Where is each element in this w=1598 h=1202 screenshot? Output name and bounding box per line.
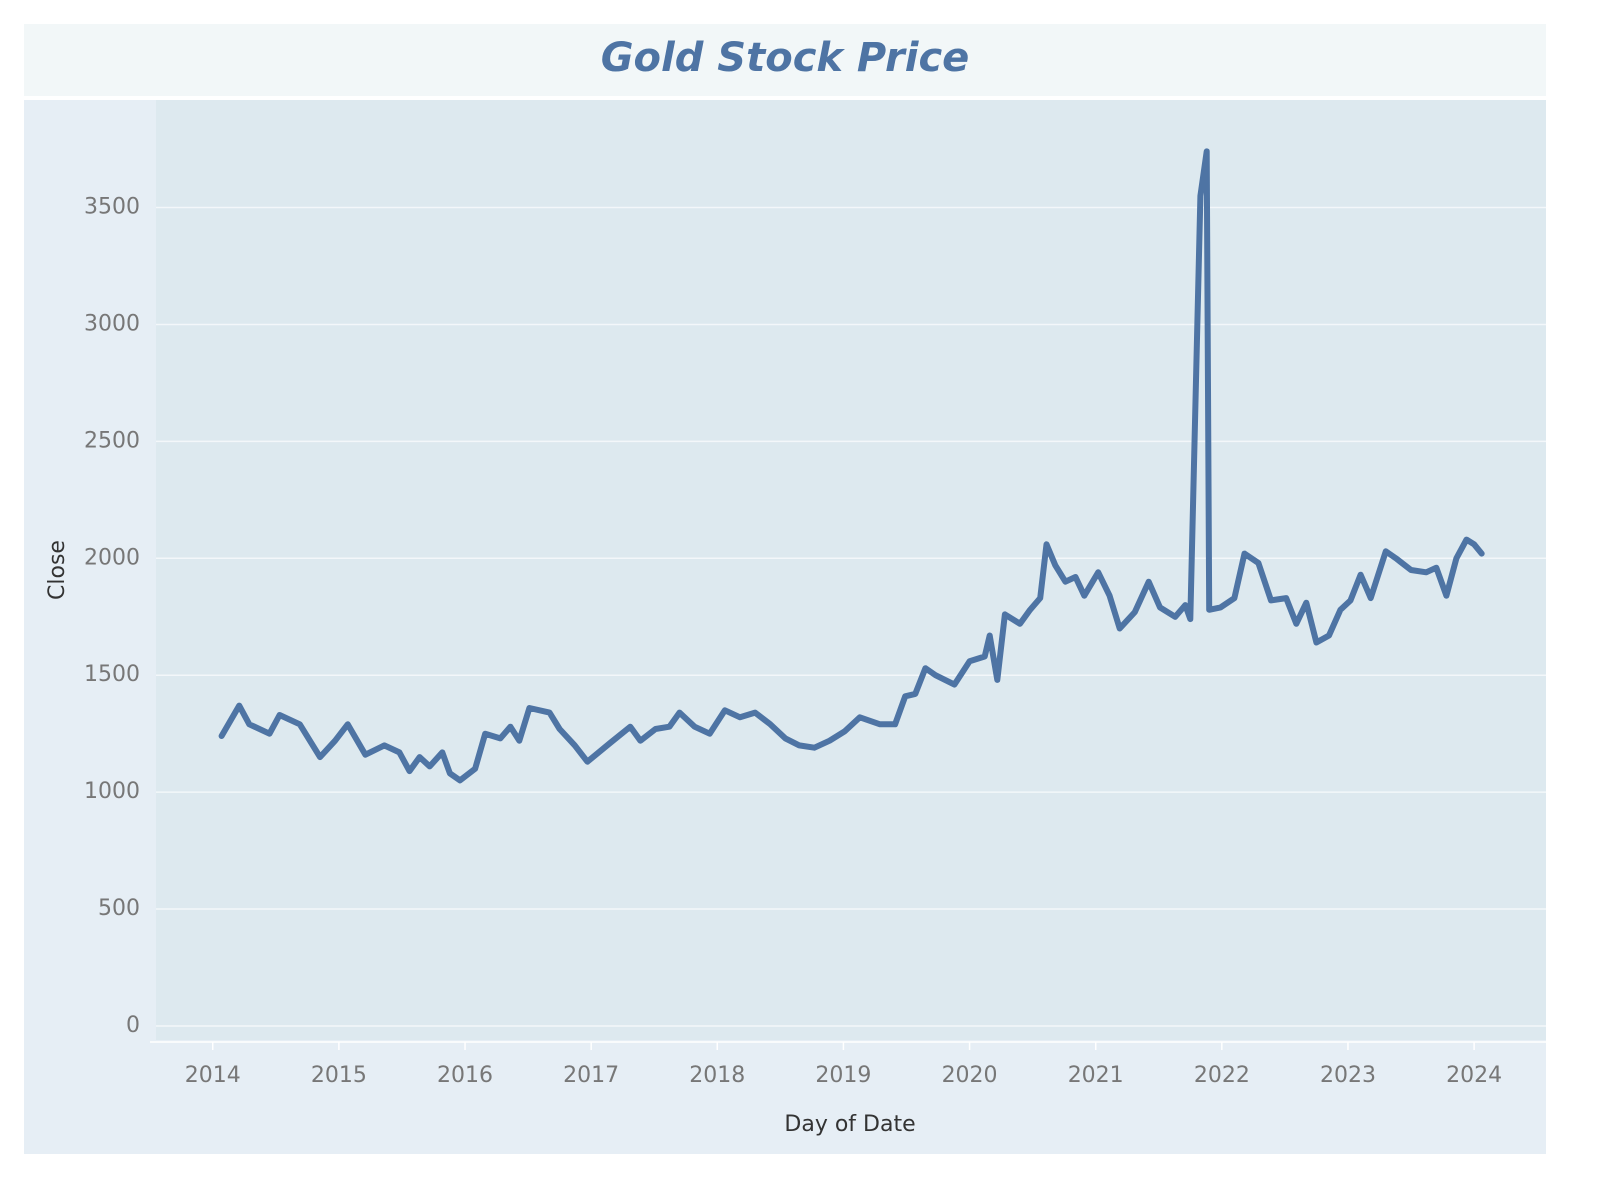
- x-tick-label: 2018: [689, 1063, 745, 1088]
- x-tick-label: 2023: [1320, 1063, 1376, 1088]
- x-tick-label: 2017: [563, 1063, 619, 1088]
- y-tick-label: 1500: [84, 662, 140, 687]
- x-tick-label: 2024: [1446, 1063, 1502, 1088]
- x-tick-label: 2022: [1194, 1063, 1250, 1088]
- y-tick-label: 2500: [84, 428, 140, 453]
- x-tick-label: 2014: [185, 1063, 241, 1088]
- x-axis-title: Day of Date: [784, 1112, 915, 1137]
- x-tick-label: 2020: [942, 1063, 998, 1088]
- title-band: [24, 24, 1546, 96]
- y-tick-label: 1000: [84, 779, 140, 804]
- y-tick-label: 0: [126, 1013, 140, 1038]
- plot-area: [156, 100, 1546, 1040]
- y-tick-label: 500: [98, 896, 140, 921]
- y-tick-label: 2000: [84, 545, 140, 570]
- y-tick-label: 3500: [84, 195, 140, 220]
- y-axis-title: Close: [45, 540, 70, 600]
- x-tick-label: 2015: [311, 1063, 367, 1088]
- chart-title: Gold Stock Price: [601, 35, 970, 81]
- y-tick-label: 3000: [84, 311, 140, 336]
- x-tick-label: 2016: [437, 1063, 493, 1088]
- x-tick-label: 2021: [1068, 1063, 1124, 1088]
- price-line: [218, 148, 1485, 784]
- x-tick-label: 2019: [815, 1063, 871, 1088]
